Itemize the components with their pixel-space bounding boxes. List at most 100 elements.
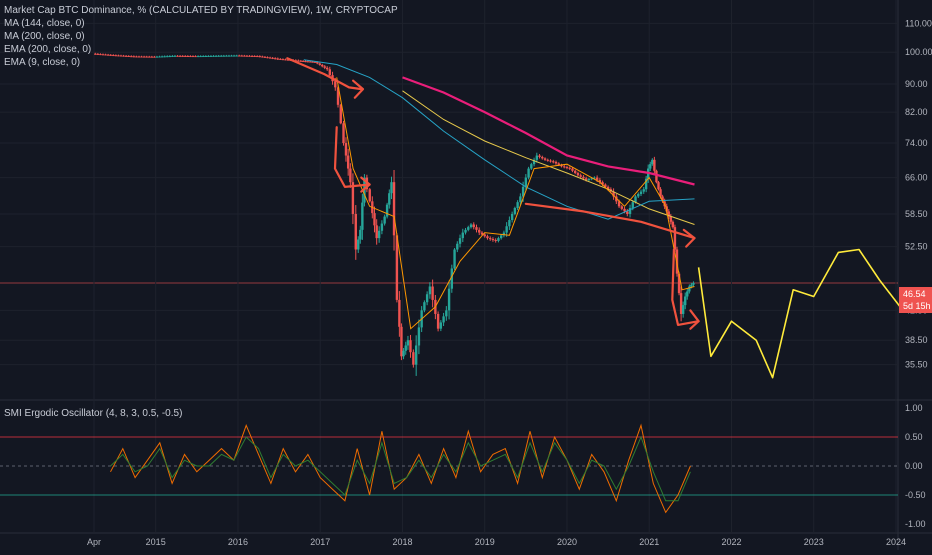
price-candle <box>461 232 464 239</box>
price-candle <box>124 55 128 57</box>
price-candle <box>263 56 267 58</box>
price-candle <box>431 286 434 300</box>
price-candle <box>135 56 138 58</box>
price-candle <box>530 164 533 169</box>
price-candle <box>631 202 634 209</box>
price-candle <box>436 313 440 329</box>
price-candle <box>186 55 190 57</box>
price-candle <box>253 55 256 57</box>
oscillator-tick-label: -0.50 <box>905 490 926 500</box>
price-candle <box>417 327 421 346</box>
price-candle <box>181 55 184 57</box>
price-candle <box>406 340 410 346</box>
price-candle <box>155 56 159 58</box>
legend-ema-9[interactable]: EMA (9, close, 0) <box>4 57 81 68</box>
price-candle <box>204 55 208 57</box>
price-candle <box>238 55 241 57</box>
price-candle <box>587 179 591 181</box>
price-candle <box>692 282 695 285</box>
legend-ema-200[interactable]: EMA (200, close, 0) <box>4 44 92 55</box>
price-candle <box>334 81 337 88</box>
price-candle <box>390 182 393 194</box>
price-candle <box>279 58 282 60</box>
price-candle <box>527 168 530 178</box>
price-candle <box>380 223 384 231</box>
price-candle <box>623 208 626 212</box>
price-candle <box>414 345 418 365</box>
price-candle <box>158 56 161 58</box>
price-candle <box>299 60 303 62</box>
oscillator-label[interactable]: SMI Ergodic Oscillator (4, 8, 3, 0.5, -0… <box>4 408 183 419</box>
price-candle <box>306 61 310 63</box>
price-candle <box>549 160 552 162</box>
price-candle <box>483 234 486 237</box>
price-candle <box>375 225 378 239</box>
price-candle <box>458 238 462 244</box>
last-price-tag: 46.54 5d 15h <box>899 287 932 313</box>
price-candle <box>409 340 412 353</box>
price-candle <box>442 316 445 323</box>
price-candle <box>617 201 621 207</box>
red-curve-arrow <box>671 248 700 326</box>
time-tick-label: 2024 <box>886 537 906 547</box>
forecast-line <box>697 248 901 379</box>
price-candle <box>552 161 555 163</box>
price-candle <box>524 177 528 187</box>
time-tick-label: 2021 <box>639 537 659 547</box>
price-candle <box>519 196 522 203</box>
price-candle <box>127 55 130 57</box>
price-candle <box>667 211 670 217</box>
price-candle <box>230 55 233 57</box>
price-candle <box>653 159 656 171</box>
price-tick-label: 38.50 <box>905 335 928 345</box>
oscillator-line <box>110 423 691 514</box>
price-candle <box>563 166 566 168</box>
time-tick-label: 2015 <box>146 537 166 547</box>
price-candle <box>202 56 205 58</box>
price-candle <box>318 63 321 65</box>
price-candle <box>541 156 544 159</box>
price-candle <box>250 55 254 57</box>
price-candle <box>659 189 662 197</box>
price-candle <box>99 54 102 56</box>
price-candle <box>311 61 314 63</box>
price-candle <box>402 350 405 357</box>
moving-average-line <box>402 90 695 225</box>
price-candle <box>502 232 506 236</box>
price-candle <box>395 235 399 300</box>
chart-title: Market Cap BTC Dominance, % (CALCULATED … <box>4 5 398 16</box>
price-candle <box>142 56 146 58</box>
legend-ma-144[interactable]: MA (144, close, 0) <box>4 18 85 29</box>
moving-average-line <box>402 76 695 186</box>
time-tick-label: 2018 <box>392 537 412 547</box>
price-candle <box>634 196 637 203</box>
price-candle <box>508 220 511 227</box>
time-tick-label: 2022 <box>721 537 741 547</box>
legend-ma-200[interactable]: MA (200, close, 0) <box>4 31 85 42</box>
price-candle <box>276 58 279 60</box>
price-candle <box>301 60 305 62</box>
price-candle <box>274 58 277 60</box>
price-candle <box>94 53 97 55</box>
price-candle <box>626 211 629 214</box>
price-candle <box>240 55 244 57</box>
price-candle <box>392 182 396 236</box>
price-candle <box>464 229 467 233</box>
price-candle <box>447 288 451 311</box>
time-tick-label: 2017 <box>310 537 330 547</box>
price-candle <box>684 296 687 306</box>
price-candle <box>445 310 448 317</box>
price-candle <box>560 164 563 167</box>
time-tick-label: 2019 <box>475 537 495 547</box>
price-candle <box>679 293 683 314</box>
price-candle <box>590 178 593 180</box>
price-tick-label: 52.50 <box>905 242 928 252</box>
last-price-value: 46.54 <box>903 289 926 299</box>
price-tick-label: 66.00 <box>905 173 928 183</box>
price-tick-label: 110.00 <box>905 18 932 28</box>
price-candle <box>469 224 473 228</box>
price-candle <box>313 61 317 63</box>
oscillator-tick-label: 0.50 <box>905 432 923 442</box>
